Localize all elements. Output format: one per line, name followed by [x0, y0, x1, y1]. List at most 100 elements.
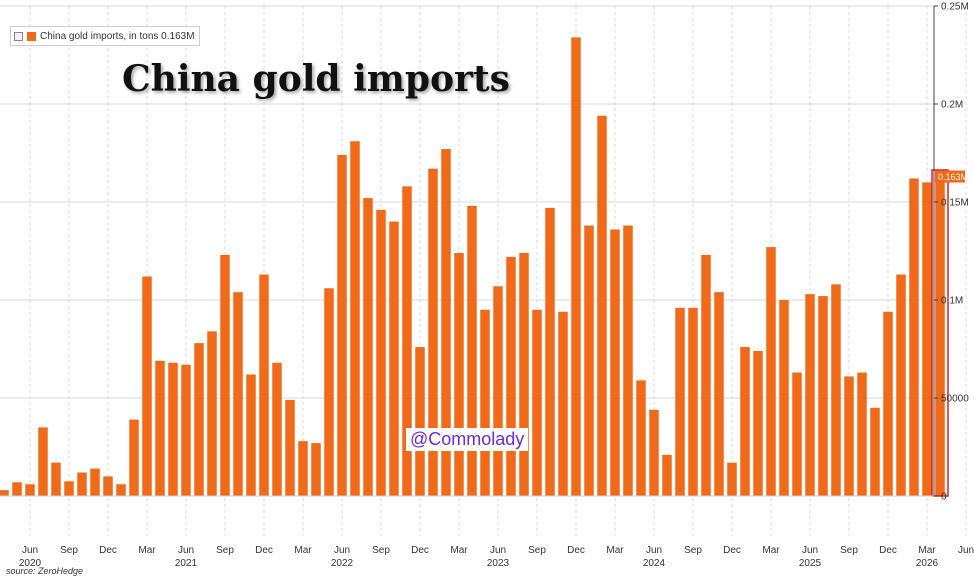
- bar: [402, 186, 412, 496]
- bar: [376, 209, 386, 496]
- bar: [64, 481, 74, 496]
- bar: [337, 154, 347, 496]
- y-tick-label: 0.2M: [941, 100, 963, 111]
- bar: [909, 178, 919, 497]
- bar: [727, 462, 737, 496]
- bar: [480, 309, 490, 496]
- bar: [194, 343, 204, 496]
- bar: [818, 296, 828, 496]
- y-tick-label: 0.15M: [941, 198, 969, 209]
- bar: [662, 454, 672, 496]
- bar: [506, 256, 516, 496]
- bar: [714, 292, 724, 496]
- x-tick-year-label: 2024: [643, 558, 666, 569]
- x-tick-month-label: Jun: [490, 545, 506, 556]
- bar: [51, 462, 61, 496]
- last-bar-highlight: [931, 169, 949, 497]
- x-tick-month-label: Dec: [723, 545, 741, 556]
- bar: [285, 399, 295, 496]
- x-tick-month-label: Sep: [60, 545, 78, 556]
- bar: [896, 274, 906, 496]
- y-tick-label: 0: [941, 492, 947, 503]
- x-tick-month-label: Jun: [178, 545, 194, 556]
- bar: [298, 441, 308, 496]
- bar: [454, 252, 464, 496]
- bar: [571, 37, 581, 497]
- bar: [675, 307, 685, 496]
- bar: [610, 229, 620, 496]
- bar: [649, 409, 659, 496]
- bar: [220, 254, 230, 496]
- x-tick-month-label: Jun: [22, 545, 38, 556]
- last-value-label: 0.163M: [938, 172, 968, 182]
- bar: [597, 115, 607, 496]
- x-tick-month-label: Dec: [411, 545, 429, 556]
- bar: [168, 362, 178, 496]
- x-tick-month-label: Sep: [684, 545, 702, 556]
- bar: [311, 443, 321, 496]
- bar: [25, 484, 35, 496]
- x-tick-month-label: Mar: [918, 545, 936, 556]
- bar: [0, 490, 9, 496]
- x-tick-month-label: Mar: [450, 545, 468, 556]
- x-tick-year-label: 2020: [19, 558, 42, 569]
- x-tick-year-label: 2022: [331, 558, 354, 569]
- bar: [12, 482, 22, 496]
- x-tick-month-label: Jun: [334, 545, 350, 556]
- bar: [584, 225, 594, 496]
- bar: [389, 221, 399, 496]
- bar: [558, 311, 568, 496]
- bar: [766, 247, 776, 496]
- x-tick-month-label: Sep: [372, 545, 390, 556]
- x-tick-month-label: Sep: [528, 545, 546, 556]
- x-tick-year-label: 2021: [175, 558, 198, 569]
- bar: [129, 419, 139, 496]
- x-tick-year-label: 2023: [487, 558, 510, 569]
- bar: [857, 372, 867, 496]
- bar: [259, 274, 269, 496]
- x-tick-month-label: Jun: [958, 545, 974, 556]
- legend-toggle-icon[interactable]: [14, 31, 23, 41]
- x-tick-month-label: Sep: [216, 545, 234, 556]
- overlay-layer: [931, 169, 949, 497]
- x-tick-month-label: Mar: [294, 545, 312, 556]
- bars-layer: [0, 37, 945, 497]
- bar: [363, 198, 373, 496]
- x-tick-year-label: 2026: [916, 558, 939, 569]
- x-tick-month-label: Dec: [567, 545, 585, 556]
- x-tick-month-label: Dec: [99, 545, 117, 556]
- chart-title: China gold imports: [122, 58, 510, 100]
- bar: [935, 176, 945, 496]
- bar: [155, 360, 165, 496]
- bar: [207, 331, 217, 496]
- bar: [519, 252, 529, 496]
- bar: [805, 294, 815, 496]
- bar: [922, 182, 932, 496]
- bar: [779, 300, 789, 496]
- x-tick-month-label: Jun: [802, 545, 818, 556]
- bar: [701, 254, 711, 496]
- bar: [350, 141, 360, 497]
- bar: [753, 350, 763, 496]
- x-tick-month-label: Jun: [646, 545, 662, 556]
- y-tick-label: 0.25M: [941, 2, 969, 13]
- bar: [38, 427, 48, 496]
- bar: [792, 372, 802, 496]
- bar: [233, 292, 243, 496]
- x-tick-month-label: Dec: [879, 545, 897, 556]
- bar: [831, 284, 841, 496]
- legend-label: China gold imports, in tons 0.163M: [40, 30, 195, 42]
- bar: [467, 205, 477, 497]
- bar: [90, 468, 100, 496]
- bar: [493, 286, 503, 496]
- y-tick-label: 0.1M: [941, 296, 963, 307]
- legend[interactable]: China gold imports, in tons 0.163M: [10, 26, 200, 46]
- bar: [844, 376, 854, 496]
- bar: [545, 207, 555, 496]
- bar: [181, 364, 191, 496]
- bar: [415, 347, 425, 496]
- bar: [324, 288, 334, 496]
- x-tick-month-label: Mar: [138, 545, 156, 556]
- x-tick-month-label: Mar: [606, 545, 624, 556]
- bar: [740, 347, 750, 496]
